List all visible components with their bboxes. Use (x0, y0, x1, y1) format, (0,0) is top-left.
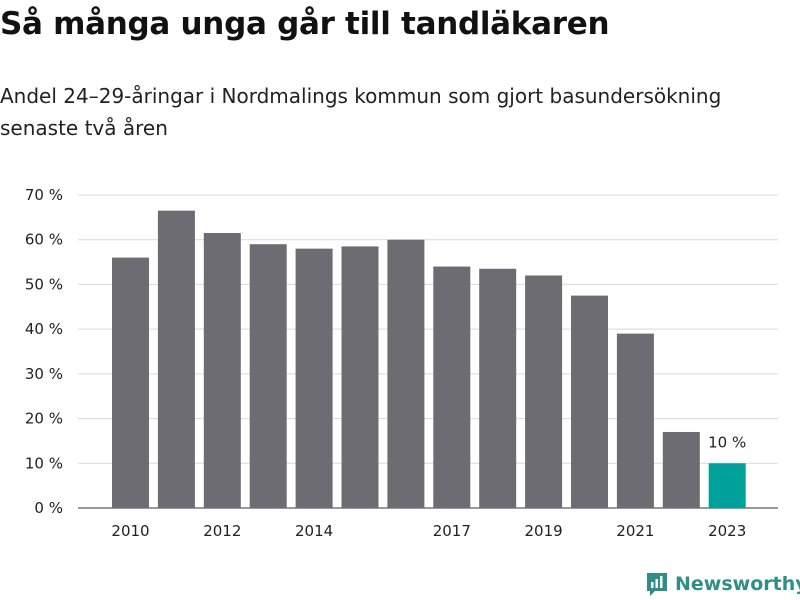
data-labels: 10 % (708, 433, 746, 451)
newsworthy-logo: Newsworthy (645, 570, 800, 598)
newsworthy-logo-text: Newsworthy (675, 573, 800, 595)
bar-2011 (157, 210, 195, 508)
bar-2014 (295, 248, 333, 508)
bar-2020 (571, 295, 608, 508)
bar-2023 (708, 463, 746, 508)
x-tick-label: 2010 (111, 522, 149, 540)
y-tick-label: 40 % (25, 320, 63, 338)
bar-2010 (112, 257, 149, 508)
bar-2015 (341, 246, 379, 508)
chart-subtitle: Andel 24–29-åringar i Nordmalings kommun… (0, 84, 722, 140)
bar-2019 (525, 275, 563, 508)
x-tick-label: 2019 (525, 522, 563, 540)
x-axis-ticks: 2010 2012 2014 2017 2019 2021 2023 (111, 522, 746, 540)
y-tick-label: 0 % (34, 499, 63, 517)
y-axis-ticks: 0 % 10 % 20 % 30 % 40 % 50 % 60 % 70 % (25, 186, 63, 517)
x-tick-label: 2021 (616, 522, 654, 540)
bar-2018 (479, 268, 517, 508)
y-tick-label: 50 % (25, 275, 63, 293)
bar-2021 (616, 333, 654, 508)
bar-2013 (249, 244, 287, 508)
bar-2017 (433, 266, 471, 508)
x-tick-label: 2017 (433, 522, 471, 540)
bar-2022 (662, 431, 700, 508)
y-tick-label: 20 % (25, 410, 63, 428)
bar-2012 (203, 233, 241, 508)
y-tick-label: 30 % (25, 365, 63, 383)
x-tick-label: 2012 (203, 522, 241, 540)
bars (112, 210, 746, 508)
y-tick-label: 60 % (25, 231, 63, 249)
x-tick-label: 2014 (295, 522, 333, 540)
bar-2016 (387, 239, 425, 508)
data-label: 10 % (708, 433, 746, 451)
y-tick-label: 70 % (25, 186, 63, 204)
y-tick-label: 10 % (25, 454, 63, 472)
newsworthy-logo-icon (647, 573, 667, 596)
chart-title: Så många unga går till tandläkaren (0, 6, 610, 42)
x-tick-label: 2023 (708, 522, 746, 540)
